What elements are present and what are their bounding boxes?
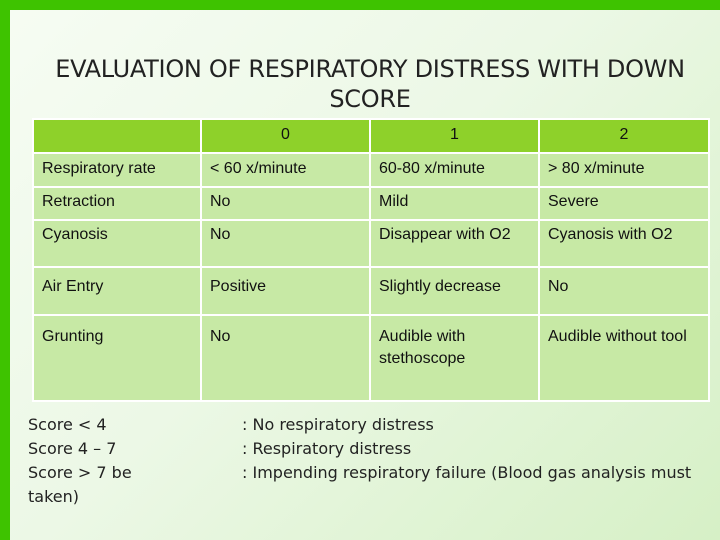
row-label: Retraction: [32, 186, 202, 221]
table-cell: Mild: [369, 186, 540, 221]
header-score-1: 1: [369, 118, 540, 154]
table-cell: Severe: [538, 186, 710, 221]
score-label: Score < 4: [28, 415, 107, 434]
table-row: Respiratory rate < 60 x/minute 60-80 x/m…: [32, 152, 710, 188]
row-label: Respiratory rate: [32, 152, 202, 188]
table-cell: < 60 x/minute: [200, 152, 371, 188]
table-cell: No: [200, 186, 371, 221]
table-cell: Audible without tool: [538, 314, 710, 402]
table-cell: 60-80 x/minute: [369, 152, 540, 188]
table-cell: No: [200, 219, 371, 268]
table-cell: > 80 x/minute: [538, 152, 710, 188]
down-score-table: 0 1 2 Respiratory rate < 60 x/minute 60-…: [32, 118, 710, 402]
score-meanings: : No respiratory distress : Respiratory …: [242, 413, 720, 485]
table-row: Retraction No Mild Severe: [32, 186, 710, 221]
header-score-0: 0: [200, 118, 371, 154]
table-cell: Cyanosis with O2: [538, 219, 710, 268]
score-meaning: : Impending respiratory failure (Blood g…: [242, 463, 692, 482]
score-labels: Score < 4 Score 4 – 7 Score > 7 be taken…: [28, 413, 228, 509]
table-row: Air Entry Positive Slightly decrease No: [32, 266, 710, 316]
score-label: Score > 7 be taken): [28, 463, 132, 506]
table-row: Cyanosis No Disappear with O2 Cyanosis w…: [32, 219, 710, 268]
slide: EVALUATION OF RESPIRATORY DISTRESS WITH …: [10, 10, 720, 540]
score-meaning: : Respiratory distress: [242, 439, 412, 458]
table-cell: No: [538, 266, 710, 316]
table-row: Grunting No Audible with stethoscope Aud…: [32, 314, 710, 402]
slide-title: EVALUATION OF RESPIRATORY DISTRESS WITH …: [55, 55, 685, 113]
score-meaning: : No respiratory distress: [242, 415, 434, 434]
table-cell: Slightly decrease: [369, 266, 540, 316]
table-cell: No: [200, 314, 371, 402]
table-cell: Positive: [200, 266, 371, 316]
row-label: Cyanosis: [32, 219, 202, 268]
header-empty: [32, 118, 202, 154]
table-cell: Disappear with O2: [369, 219, 540, 268]
header-score-2: 2: [538, 118, 710, 154]
row-label: Air Entry: [32, 266, 202, 316]
score-label: Score 4 – 7: [28, 439, 117, 458]
table-header-row: 0 1 2: [32, 118, 710, 154]
table-cell: Audible with stethoscope: [369, 314, 540, 402]
row-label: Grunting: [32, 314, 202, 402]
